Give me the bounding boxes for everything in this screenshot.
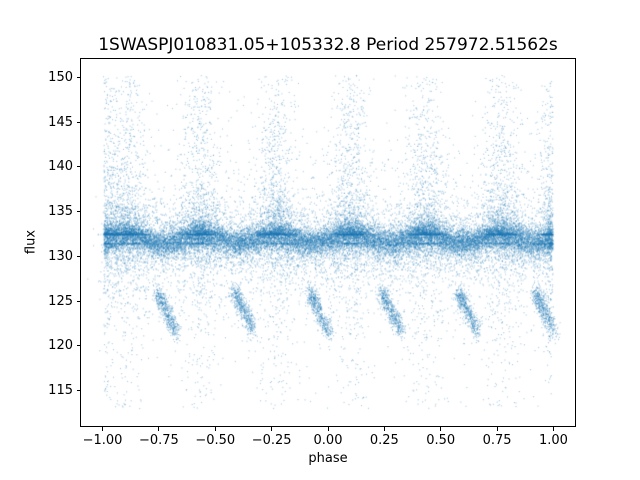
plot-area (80, 57, 576, 428)
y-tick-label: 125 (48, 293, 73, 309)
x-axis-label: phase (308, 451, 348, 466)
scatter-points-canvas (81, 58, 575, 427)
x-tick-mark (383, 427, 385, 431)
x-tick-label: 0.75 (482, 433, 512, 449)
x-tick-label: −1.00 (82, 433, 123, 449)
y-tick-mark (76, 121, 80, 123)
chart-title: 1SWASPJ010831.05+105332.8 Period 257972.… (98, 35, 558, 55)
y-tick-mark (76, 211, 80, 213)
x-tick-label: 0.00 (313, 433, 343, 449)
x-tick-mark (271, 427, 273, 431)
y-tick-label: 150 (48, 69, 73, 85)
x-tick-label: 0.25 (369, 433, 399, 449)
x-tick-label: 1.00 (538, 433, 568, 449)
y-tick-mark (76, 76, 80, 78)
y-tick-label: 140 (48, 159, 73, 175)
x-tick-mark (440, 427, 442, 431)
x-tick-label: 0.50 (426, 433, 456, 449)
x-tick-mark (496, 427, 498, 431)
x-tick-label: −0.25 (251, 433, 292, 449)
x-tick-mark (158, 427, 160, 431)
y-tick-label: 120 (48, 338, 73, 354)
y-tick-mark (76, 255, 80, 257)
y-tick-mark (76, 166, 80, 168)
y-tick-label: 115 (48, 383, 73, 398)
x-tick-label: −0.75 (138, 433, 179, 449)
y-tick-mark (76, 300, 80, 302)
x-tick-mark (327, 427, 329, 431)
x-tick-mark (102, 427, 104, 431)
x-tick-mark (552, 427, 554, 431)
x-tick-mark (214, 427, 216, 431)
x-tick-label: −0.50 (195, 433, 236, 449)
y-tick-label: 130 (48, 248, 73, 264)
y-tick-label: 135 (48, 204, 73, 220)
y-tick-mark (76, 390, 80, 391)
y-tick-label: 145 (48, 114, 73, 130)
y-tick-mark (76, 345, 80, 347)
